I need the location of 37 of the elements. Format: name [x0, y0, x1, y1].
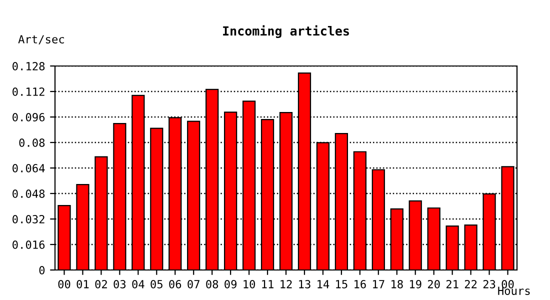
- x-tick-label: 17: [373, 280, 384, 288]
- x-tick-label: 12: [280, 280, 292, 288]
- x-tick-label: 10: [244, 280, 256, 288]
- x-tick-label: 04: [132, 280, 144, 288]
- y-tick-label: 0.112: [12, 88, 44, 96]
- y-tick-label: 0: [39, 266, 45, 274]
- y-tick-label: 0.048: [12, 190, 45, 198]
- x-tick-label: 20: [428, 280, 440, 288]
- x-tick-label: 01: [76, 280, 89, 288]
- x-tick-label: 00: [58, 280, 70, 288]
- x-tick-label: 02: [95, 280, 107, 288]
- y-tick-label: 0.128: [12, 62, 45, 70]
- x-tick-label: 16: [354, 280, 366, 288]
- x-tick-label: 05: [150, 280, 162, 288]
- x-tick-label: 11: [262, 280, 274, 288]
- x-axis-title: Hours: [498, 286, 530, 295]
- y-axis-title: Art/sec: [18, 35, 64, 44]
- chart-title: Incoming articles: [223, 25, 349, 38]
- x-tick-label: 08: [206, 280, 218, 288]
- x-tick-label: 07: [188, 280, 200, 288]
- x-tick-label: 09: [224, 280, 236, 288]
- x-tick-label: 21: [446, 280, 458, 288]
- y-tick-label: 0.096: [12, 113, 45, 122]
- y-tick-label: 0.064: [12, 164, 45, 172]
- x-tick-label: 13: [299, 280, 310, 288]
- x-tick-label: 23: [483, 280, 496, 288]
- x-tick-label: 06: [169, 280, 182, 288]
- x-tick-label: 22: [464, 280, 477, 288]
- x-tick-label: 00: [502, 280, 514, 288]
- x-tick-label: 03: [114, 280, 126, 288]
- x-tick-label: 18: [392, 280, 403, 288]
- y-tick-label: 0.016: [12, 240, 45, 249]
- x-tick-label: 14: [318, 280, 330, 288]
- y-tick-label: 0.032: [12, 215, 44, 224]
- y-tick-label: 0.08: [19, 138, 45, 147]
- x-tick-label: 15: [336, 280, 348, 288]
- x-tick-label: 19: [410, 280, 422, 288]
